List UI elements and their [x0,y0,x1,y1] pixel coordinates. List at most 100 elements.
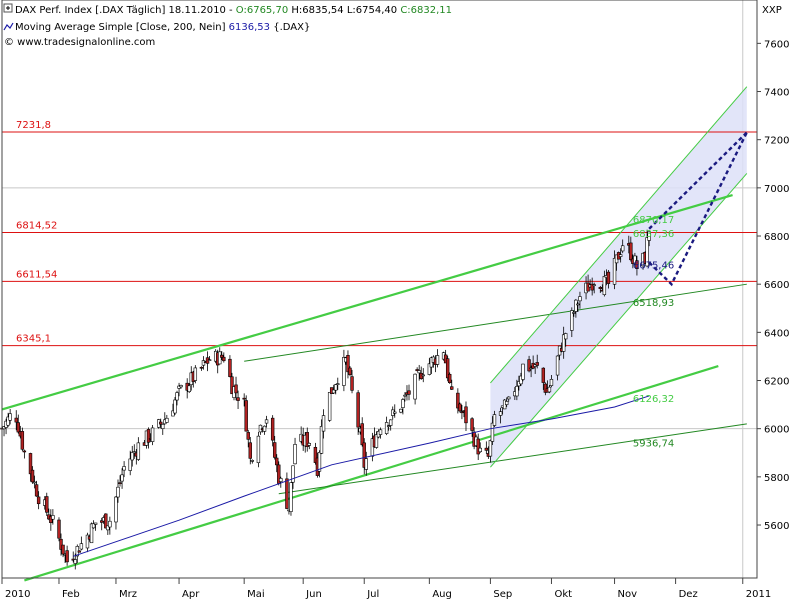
candle-body [171,410,175,417]
y-tick-label: 6800 [764,232,789,243]
support-resistance-layer: 7231,8 6814,52 6611,54 6345,1 [2,120,757,347]
candle-body [590,283,594,291]
candle-body [592,284,596,286]
candle-body [250,460,255,462]
y-tick-label: 5600 [764,521,789,532]
candle-body [435,355,440,365]
annotation-label: 6837,36 [633,229,674,240]
candle-body [275,457,279,466]
forecast-path [648,131,748,230]
candle-body [576,303,580,306]
candle-body [456,392,460,409]
candle-body [222,356,226,362]
candle-body [635,260,639,269]
y-tick-label: 6600 [764,280,789,291]
candle-body [399,408,403,413]
candle-body [59,538,63,550]
trend-line [244,283,747,362]
moving-average-icon [3,22,14,31]
candle-body [490,422,495,442]
candle-body [270,417,275,441]
candle-body [91,523,96,529]
candle-body [570,310,574,331]
y-tick-label: 7000 [764,184,789,195]
candle-body [647,231,651,241]
chart-header: DAX Perf. Index [.DAX Täglich] 18.11.201… [3,3,782,48]
plot-frame [1,0,758,579]
moving-average-line [73,395,650,557]
candle-body [289,482,293,512]
candle-body [150,427,155,442]
annotation-label: 6126,32 [633,394,674,405]
candle-body [374,434,379,448]
candle-body [236,397,240,401]
candle-body [177,385,181,389]
candle-body [332,389,336,394]
candle-body [89,523,94,544]
candle-body [218,351,222,365]
candle-body [464,406,468,424]
candle-body [57,519,61,539]
annotation-label: 5936,74 [633,439,674,450]
header-line-1: DAX Perf. Index [.DAX Täglich] 18.11.201… [15,5,452,16]
candle-body [234,384,238,394]
y-tick-label: 6400 [764,328,789,339]
candle-body [20,431,25,450]
candle-body [51,515,55,520]
candle-body [460,411,464,414]
trend-line [490,173,748,468]
candle-body [413,373,417,400]
candle-body [128,458,132,471]
candle-body [507,396,511,400]
candle-body [220,354,224,358]
candle-body [362,442,366,468]
candle-body [49,516,53,523]
x-tick-label: Dez [679,589,698,600]
x-tick-label: 2010 [5,589,30,600]
candle-body [32,481,37,484]
candle-body [14,417,18,423]
candle-body [317,452,322,472]
annotation-label: 6870,17 [633,215,674,226]
candle-body [248,442,252,459]
candle-body [633,255,637,265]
level-label: 6814,52 [16,221,57,232]
candle-body [130,451,134,461]
trend-line [490,86,748,384]
candle-body [228,358,232,377]
candle-body [360,423,364,446]
candle-body [470,418,474,431]
candle-body [114,496,118,523]
candle-body [598,287,603,289]
candle-body [629,242,633,261]
candle-body [492,414,497,426]
candle-body [45,496,49,513]
x-tick-label: 2011 [746,589,771,600]
candle-body [79,543,84,550]
candle-body [116,486,120,498]
candle-body [65,550,69,563]
annotation-label: 6675,46 [633,261,674,272]
x-axis: 2010 Feb Mrz Apr Mai Jun Jul Aug Sep Okt Nov Dez 201… [1,578,771,600]
candle-body [22,450,27,453]
candle-body [122,466,126,471]
candle-body [417,370,421,374]
candle-body [498,411,503,416]
candle-body [348,367,352,375]
candle-body [403,394,407,397]
candle-body [535,362,539,366]
axis-unit-label: XXP [762,5,782,16]
candle-body [407,390,411,395]
candle-body [256,435,261,464]
candle-body [401,399,405,409]
candle-body [606,271,611,284]
candle-body [427,363,432,375]
candle-body [458,403,462,412]
candle-body [187,385,191,393]
candle-body [146,429,151,443]
x-tick-label: Sep [493,589,512,600]
candle-body [61,544,65,555]
collapse-icon[interactable] [3,3,13,13]
header-line-3: © www.tradesignalonline.com [4,37,155,48]
